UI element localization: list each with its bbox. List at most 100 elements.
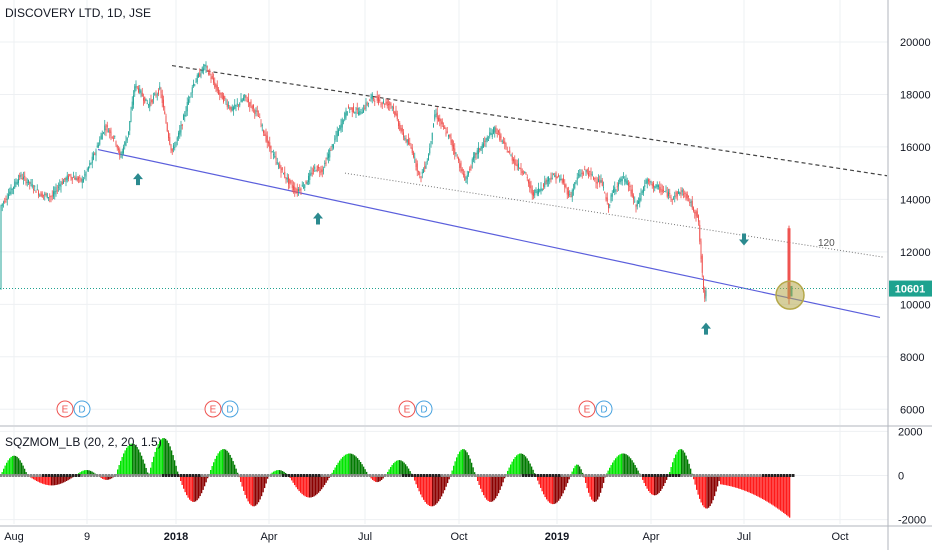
- candle-body: [226, 103, 228, 107]
- momentum-bar: [61, 475, 63, 484]
- momentum-bar: [612, 462, 614, 476]
- candle-body: [31, 184, 33, 188]
- candle-body: [528, 180, 529, 184]
- candle-body: [46, 193, 48, 199]
- squeeze-dot: [582, 474, 585, 477]
- momentum-bar: [277, 470, 279, 476]
- candle-body: [251, 105, 253, 110]
- momentum-bar: [529, 463, 531, 476]
- candle-body: [86, 169, 88, 171]
- momentum-bar: [267, 475, 269, 479]
- candle-body: [604, 192, 606, 194]
- momentum-bar: [130, 443, 132, 476]
- candle-body: [598, 178, 599, 183]
- candle-body: [215, 83, 217, 88]
- momentum-bar: [585, 475, 587, 483]
- squeeze-dot: [639, 474, 642, 477]
- momentum-bar: [481, 475, 483, 493]
- candle-body: [225, 101, 227, 103]
- candle-body: [40, 192, 42, 197]
- x-tick-label: Jul: [737, 531, 751, 543]
- momentum-bar: [603, 475, 605, 483]
- candle-body: [353, 106, 354, 113]
- candle-body: [513, 159, 514, 162]
- squeeze-dot: [114, 474, 117, 477]
- momentum-bar: [463, 449, 465, 476]
- candle-body: [406, 139, 408, 143]
- candle-body: [35, 190, 37, 193]
- candle-body: [588, 172, 589, 176]
- candle-body: [461, 169, 463, 172]
- momentum-bar: [231, 457, 233, 476]
- candle-body: [173, 145, 174, 150]
- candle-body: [138, 88, 139, 93]
- candle-body: [390, 104, 392, 106]
- candle-body: [385, 102, 387, 104]
- candle-body: [575, 180, 577, 183]
- candle-body: [549, 178, 551, 180]
- candle-body: [295, 192, 297, 193]
- momentum-bar: [292, 475, 294, 483]
- candle-body: [508, 151, 509, 153]
- candle-body: [679, 192, 681, 195]
- candle-body: [221, 92, 223, 100]
- momentum-bar: [204, 475, 206, 487]
- momentum-bar: [439, 475, 441, 500]
- squeeze-dot: [123, 474, 126, 477]
- candle-body: [60, 183, 62, 187]
- candle-body: [161, 94, 163, 104]
- candle-body: [494, 127, 496, 133]
- squeeze-dot: [102, 474, 105, 477]
- candle-body: [183, 115, 184, 120]
- candle-body: [224, 96, 226, 100]
- squeeze-dot: [714, 474, 717, 477]
- candle-body: [243, 97, 244, 100]
- squeeze-dot: [753, 474, 756, 477]
- candle-body: [500, 135, 502, 139]
- candle-body: [683, 193, 684, 195]
- momentum-bar: [739, 475, 741, 490]
- candle-body: [55, 187, 57, 192]
- momentum-bar: [91, 471, 93, 476]
- candle-body: [200, 74, 202, 76]
- candle-body: [1, 203, 3, 207]
- candle-body: [330, 150, 332, 152]
- momentum-bar: [372, 475, 374, 480]
- squeeze-dot: [453, 474, 456, 477]
- momentum-bar: [9, 458, 11, 476]
- candle-body: [320, 168, 322, 174]
- candle-body: [426, 160, 428, 162]
- squeeze-dot: [726, 474, 729, 477]
- candle-body: [691, 200, 693, 209]
- momentum-bar: [154, 451, 156, 476]
- candle-body: [359, 111, 361, 115]
- candle-body: [263, 130, 264, 134]
- momentum-bar: [339, 460, 341, 476]
- momentum-bar: [672, 462, 674, 476]
- candle-body: [316, 165, 318, 172]
- momentum-bar: [217, 453, 219, 476]
- candle-body: [484, 140, 486, 142]
- momentum-bar: [418, 475, 420, 492]
- momentum-bar: [316, 475, 318, 495]
- candle-body: [403, 132, 404, 138]
- squeeze-dot: [366, 474, 369, 477]
- candle-body: [319, 171, 321, 173]
- candle-body: [85, 172, 87, 177]
- candle-body: [384, 103, 386, 105]
- candle-body: [395, 110, 397, 116]
- candle-body: [398, 120, 399, 127]
- candle-body: [96, 145, 98, 148]
- candle-body: [681, 190, 683, 193]
- candle-body: [176, 137, 178, 141]
- momentum-bar: [294, 475, 296, 486]
- squeeze-dot: [117, 474, 120, 477]
- momentum-bar: [162, 438, 164, 476]
- momentum-bar: [700, 475, 702, 503]
- candle-body: [479, 148, 481, 151]
- candle-body: [590, 172, 592, 175]
- momentum-bar: [291, 475, 293, 481]
- squeeze-dot: [531, 474, 534, 477]
- candle-body: [674, 195, 676, 197]
- candle-body: [578, 174, 579, 176]
